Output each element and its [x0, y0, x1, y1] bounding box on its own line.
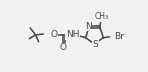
Text: O: O — [51, 30, 58, 39]
Text: O: O — [60, 43, 67, 52]
Text: Br: Br — [114, 32, 124, 41]
Text: S: S — [92, 40, 98, 49]
Text: N: N — [85, 22, 92, 31]
Text: CH₃: CH₃ — [94, 12, 108, 21]
Text: NH: NH — [66, 30, 79, 39]
